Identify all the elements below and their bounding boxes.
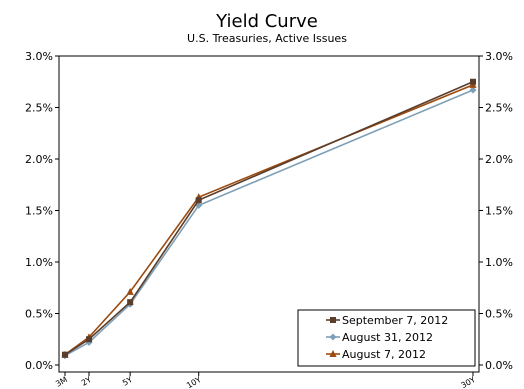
- data-point: [126, 287, 134, 295]
- legend-label: September 7, 2012: [342, 314, 448, 327]
- data-point: [469, 86, 477, 94]
- y-tick-label-right: 2.0%: [485, 153, 513, 166]
- legend: September 7, 2012 August 31, 2012 August 7…: [297, 309, 476, 367]
- legend-label: August 7, 2012: [342, 348, 426, 361]
- y-tick-label-left: 0.0%: [25, 359, 53, 372]
- y-tick-label-left: 3.0%: [25, 50, 53, 63]
- y-tick-label-right: 3.0%: [485, 50, 513, 63]
- chart-subtitle: U.S. Treasuries, Active Issues: [187, 32, 347, 45]
- x-tick-label: 3M: [54, 375, 69, 389]
- series-layer: [61, 78, 477, 360]
- legend-marker: [330, 317, 336, 323]
- x-tick-label: 10Y: [185, 375, 203, 389]
- data-point: [470, 78, 476, 85]
- y-axis-left: 0.0% 0.5% 1.0% 1.5% 2.0% 2.5% 3.0%: [25, 50, 59, 372]
- y-tick-label-right: 1.0%: [485, 256, 513, 269]
- legend-label: August 31, 2012: [342, 331, 433, 344]
- legend-marker: [329, 350, 337, 357]
- y-tick-label-right: 0.0%: [485, 359, 513, 372]
- data-point: [127, 299, 134, 306]
- series-0: [62, 78, 476, 358]
- y-tick-label-left: 2.5%: [25, 102, 53, 115]
- chart-title: Yield Curve: [215, 11, 318, 32]
- y-tick-label-right: 1.5%: [485, 205, 513, 218]
- y-tick-label-left: 0.5%: [25, 308, 53, 321]
- y-axis-right: 0.0% 0.5% 1.0% 1.5% 2.0% 2.5% 3.0%: [479, 50, 513, 372]
- data-point: [195, 197, 202, 204]
- legend-marker: [329, 333, 337, 341]
- y-tick-label-left: 1.0%: [25, 256, 53, 269]
- x-tick-label: 30Y: [459, 375, 477, 389]
- x-axis: 3M 2Y 5Y 10Y 30Y: [54, 372, 477, 389]
- x-tick-label: 5Y: [121, 375, 134, 388]
- data-point: [62, 351, 68, 358]
- y-tick-label-right: 0.5%: [485, 308, 513, 321]
- y-tick-label-left: 2.0%: [25, 153, 53, 166]
- y-tick-label-right: 2.5%: [485, 102, 513, 115]
- x-tick-label: 2Y: [80, 375, 93, 388]
- y-tick-label-left: 1.5%: [25, 205, 53, 218]
- data-point: [86, 336, 92, 343]
